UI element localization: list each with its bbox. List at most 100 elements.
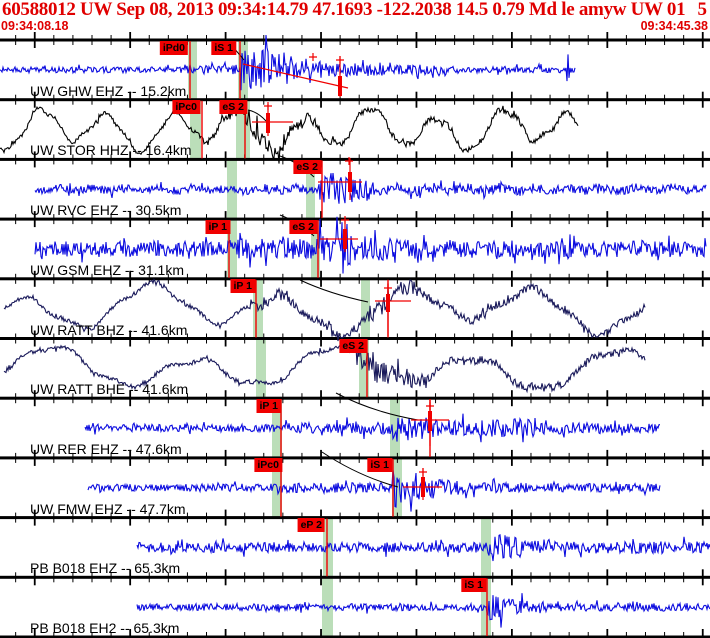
phase-pick-label[interactable]: iP 1 (230, 279, 255, 294)
waveform-trace[interactable] (3, 342, 646, 394)
minor-second-tick (435, 572, 437, 583)
minor-second-tick (377, 214, 379, 225)
minor-second-tick (435, 214, 437, 225)
amplitude-marker[interactable] (266, 113, 270, 133)
minor-second-tick (454, 452, 456, 463)
waveform-trace[interactable] (0, 34, 576, 91)
minor-second-tick (53, 512, 55, 523)
minor-second-tick (301, 214, 303, 225)
waveform-trace[interactable] (136, 593, 710, 628)
trace-label: UW RATT BHE -- 41.6km (30, 381, 189, 398)
minor-second-tick (683, 452, 685, 463)
trace-divider (0, 98, 710, 102)
amplitude-marker[interactable] (343, 229, 347, 249)
minor-second-tick (454, 273, 456, 284)
major-second-tick (510, 629, 513, 638)
trace-divider (0, 157, 710, 161)
minor-second-tick (530, 273, 532, 284)
major-second-tick (129, 569, 132, 586)
minor-second-tick (587, 632, 589, 638)
phase-pick-label[interactable]: iPc0 (254, 458, 282, 473)
minor-second-tick (53, 393, 55, 404)
minor-second-tick (492, 452, 494, 463)
amplitude-marker[interactable] (386, 294, 390, 312)
phase-pick-label[interactable]: eS 2 (219, 100, 247, 115)
minor-second-tick (91, 632, 93, 638)
minor-second-tick (15, 632, 17, 638)
minor-second-tick (301, 333, 303, 344)
phase-pick-label[interactable]: eS 2 (339, 339, 367, 353)
major-second-tick (224, 330, 227, 347)
minor-second-tick (53, 214, 55, 225)
minor-second-tick (15, 333, 17, 344)
minor-second-tick (339, 214, 341, 225)
cross-marker (336, 56, 344, 64)
amplitude-marker[interactable] (348, 172, 352, 192)
phase-pick-label[interactable]: iP 1 (256, 398, 281, 413)
minor-second-tick (473, 572, 475, 583)
minor-second-tick (396, 273, 398, 284)
minor-second-tick (625, 512, 627, 523)
minor-second-tick (473, 333, 475, 344)
waveform-trace[interactable] (0, 98, 579, 164)
minor-second-tick (644, 154, 646, 165)
phase-pick-label[interactable]: iS 1 (461, 577, 486, 592)
major-second-tick (320, 151, 322, 168)
waveform-trace[interactable] (34, 172, 707, 204)
minor-second-tick (148, 572, 150, 583)
phase-pick-label[interactable]: iS 1 (367, 458, 392, 473)
major-second-tick (510, 270, 513, 287)
waveform-trace[interactable] (87, 469, 661, 512)
phase-pick-label[interactable]: iPd0 (159, 40, 188, 55)
minor-second-tick (15, 154, 17, 165)
minor-second-tick (282, 154, 284, 165)
phase-pick-label[interactable]: iS 1 (211, 40, 236, 55)
minor-second-tick (549, 154, 551, 165)
major-second-tick (33, 32, 36, 48)
waveform-trace[interactable] (3, 278, 646, 342)
minor-second-tick (167, 632, 169, 638)
major-second-tick (510, 211, 513, 228)
waveform-trace[interactable] (84, 413, 660, 443)
phase-pick-label[interactable]: eP 2 (297, 518, 325, 533)
minor-second-tick (282, 452, 284, 463)
phase-pick-label[interactable]: eS 2 (289, 219, 317, 234)
minor-second-tick (454, 35, 456, 45)
amplitude-marker[interactable] (338, 76, 342, 96)
predicted-arrival-window (361, 279, 370, 338)
minor-second-tick (358, 632, 360, 638)
major-second-tick (320, 569, 322, 586)
waveform-trace[interactable] (34, 216, 707, 274)
minor-second-tick (110, 35, 112, 45)
phase-pick-label[interactable]: iP 1 (205, 219, 230, 234)
major-second-tick (701, 509, 704, 526)
waveform-trace[interactable] (136, 534, 710, 562)
major-second-tick (606, 270, 609, 287)
minor-second-tick (587, 273, 589, 284)
minor-second-tick (186, 273, 188, 284)
predicted-arrival-window (481, 518, 491, 577)
amplitude-marker[interactable] (421, 477, 425, 497)
cross-marker (345, 157, 353, 165)
phase-pick-label[interactable]: eS 2 (293, 159, 321, 174)
minor-second-tick (492, 154, 494, 165)
phase-pick-label[interactable]: iPc0 (172, 100, 200, 115)
minor-second-tick (530, 393, 532, 404)
trace-label: UW GSM EHZ -- 31.1km (30, 261, 185, 278)
major-second-tick (224, 270, 227, 287)
trace-label: UW RATT BHZ -- 41.6km (30, 321, 188, 338)
minor-second-tick (282, 35, 284, 45)
major-second-tick (320, 390, 322, 407)
amplitude-marker[interactable] (428, 411, 432, 431)
minor-second-tick (91, 35, 93, 45)
minor-second-tick (530, 94, 532, 105)
major-second-tick (415, 211, 418, 228)
minor-second-tick (530, 572, 532, 583)
minor-second-tick (244, 452, 246, 463)
minor-second-tick (396, 632, 398, 638)
minor-second-tick (530, 512, 532, 523)
trace-divider (0, 38, 710, 42)
minor-second-tick (530, 333, 532, 344)
